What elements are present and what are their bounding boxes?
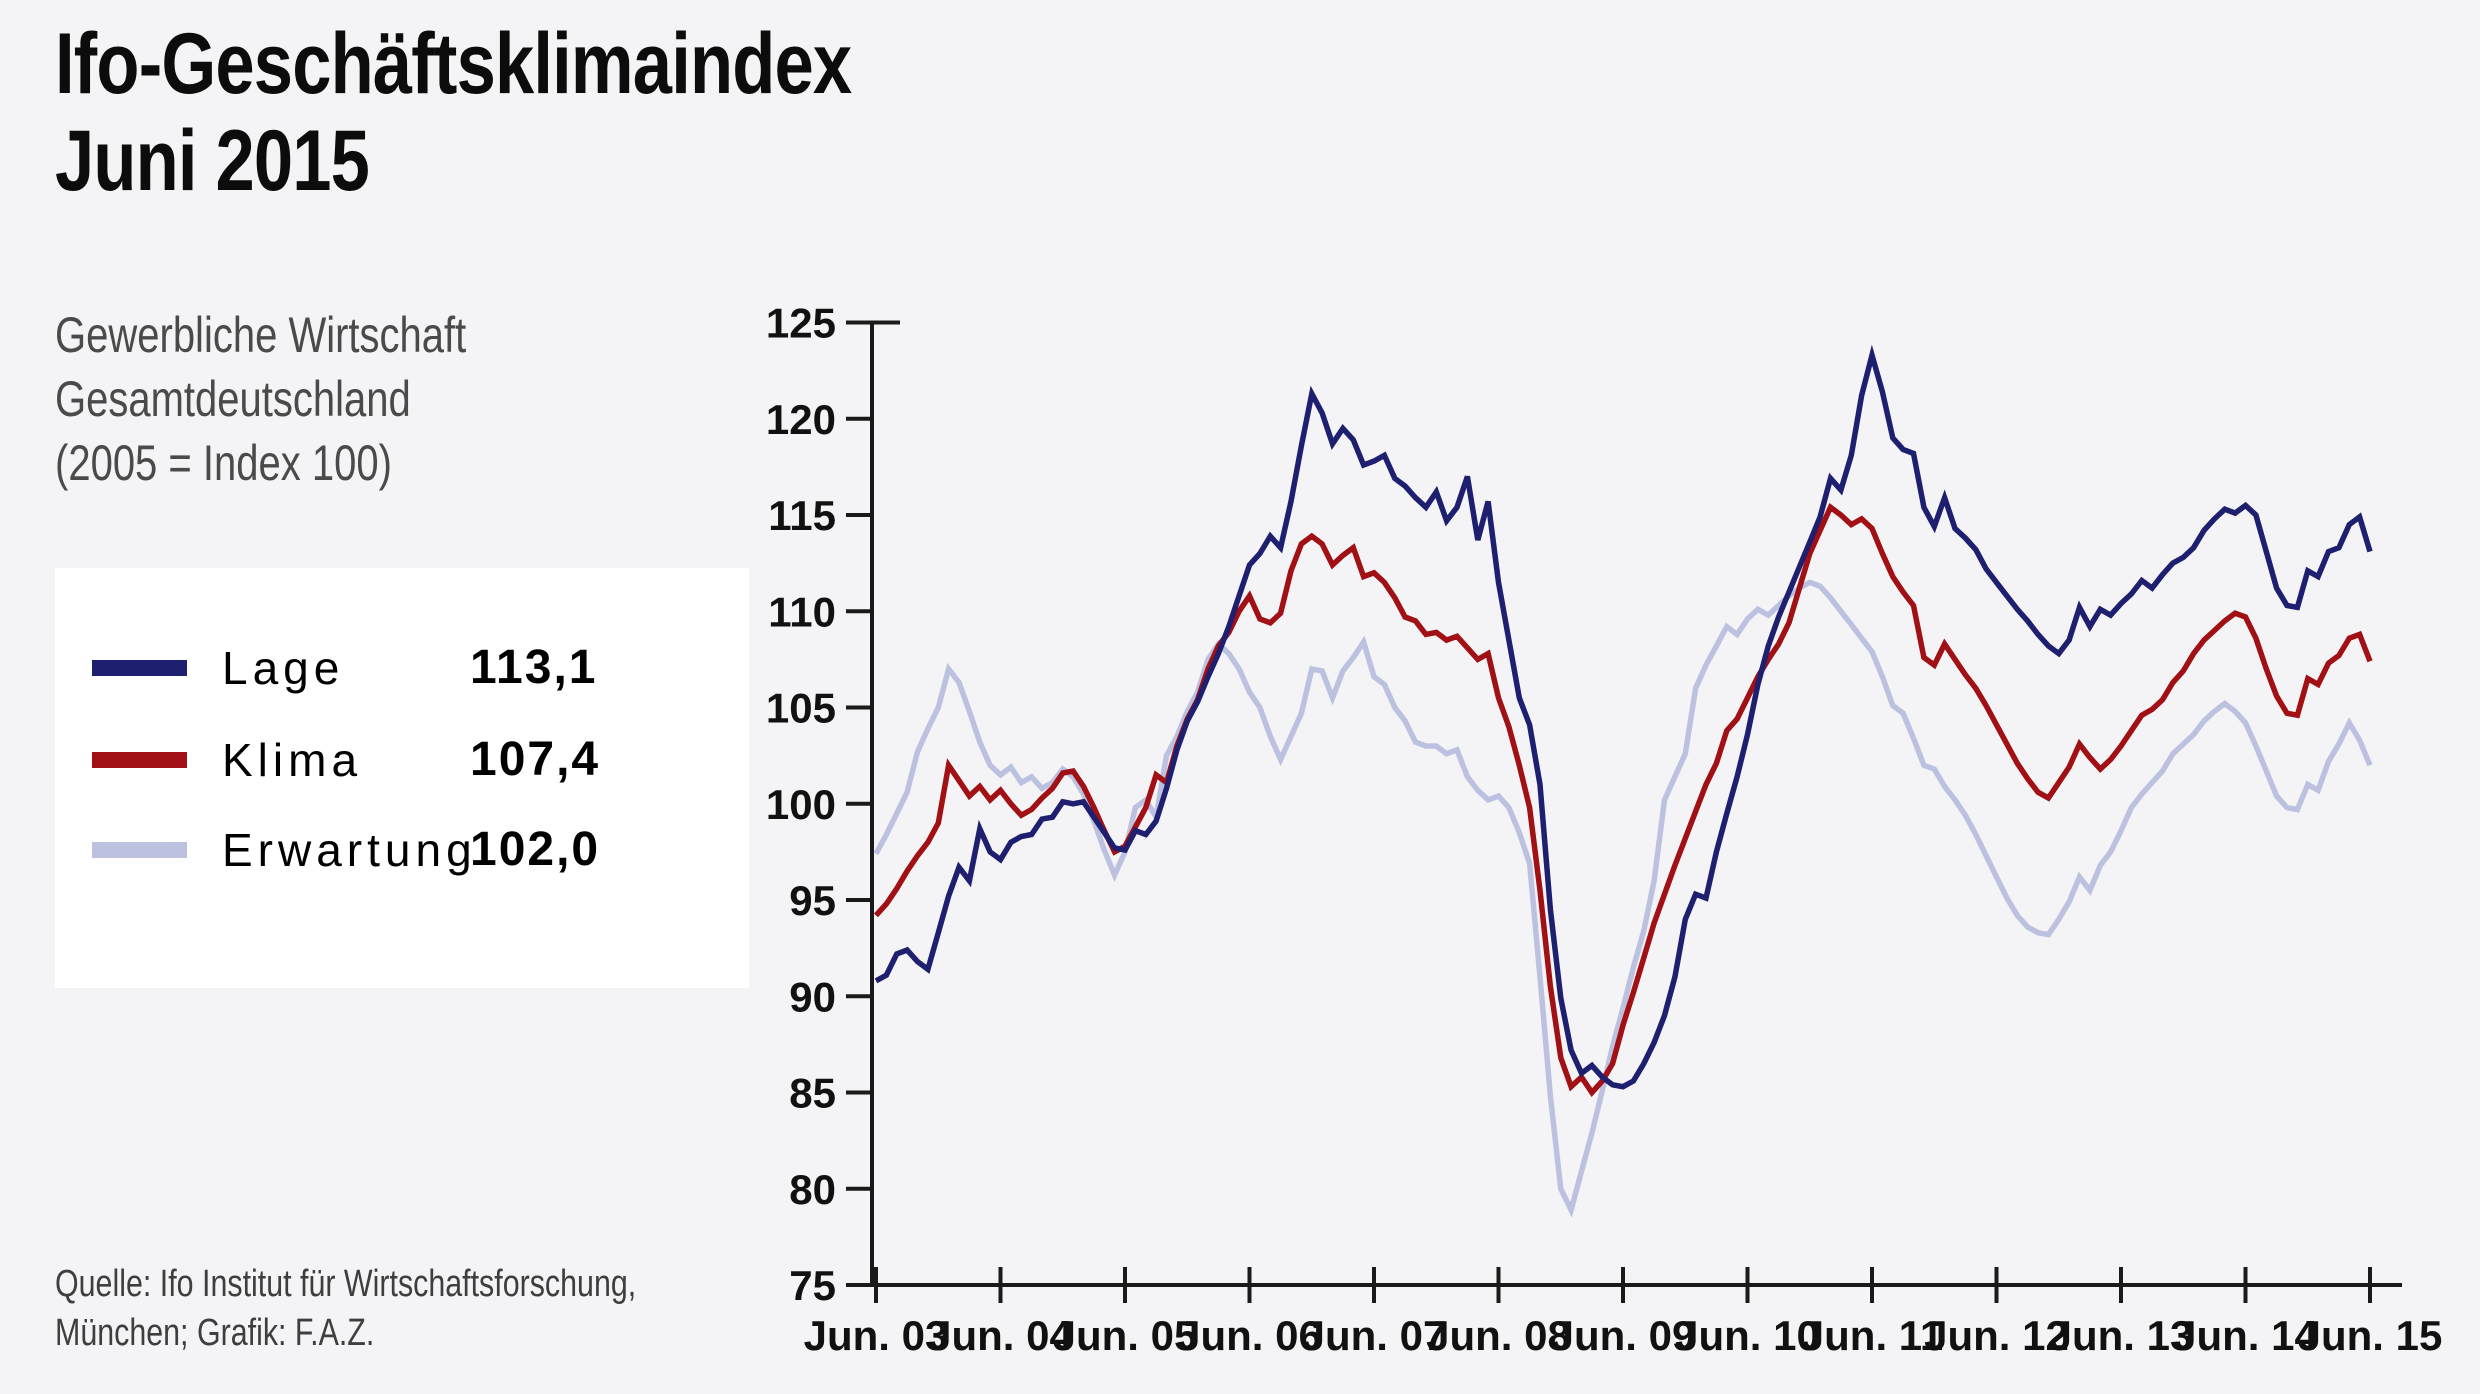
chart-title: Ifo-Geschäftsklimaindex Juni 2015 [55,16,852,210]
x-axis-label: Jun. 13 [2049,1312,2194,1359]
erwartung-line-swatch [92,842,187,858]
x-axis-label: Jun. 05 [1053,1312,1198,1359]
chart-subtitle-line2: Gesamtdeutschland [55,371,411,427]
y-axis-label: 75 [789,1262,836,1309]
legend-value-lage: 113,1 [470,641,598,694]
klima-line-swatch [92,752,187,768]
legend: Lage 113,1 Klima 107,4 Erwartung 102,0 [55,568,749,988]
source-line2: München; Grafik: F.A.Z. [55,1312,375,1354]
x-axis-label: Jun. 12 [1924,1312,2069,1359]
source-line1: Quelle: Ifo Institut für Wirtschaftsfors… [55,1263,637,1305]
y-axis-label: 90 [789,973,836,1020]
legend-label-erwartung: Erwartung [222,824,477,876]
x-axis-label: Jun. 14 [2173,1312,2318,1359]
y-axis-label: 80 [789,1166,836,1213]
y-axis-label: 105 [766,685,836,732]
y-axis-label: 125 [766,300,836,347]
x-axis-label: Jun. 15 [2298,1312,2443,1359]
y-axis-label: 110 [768,588,836,635]
x-axis-label: Jun. 07 [1302,1312,1447,1359]
legend-item-klima: Klima 107,4 [55,730,749,790]
y-axis-label: 120 [766,396,836,443]
x-axis-label: Jun. 09 [1551,1312,1696,1359]
lage-line-swatch [92,660,187,676]
x-axis-label: Jun. 03 [804,1312,949,1359]
legend-value-erwartung: 102,0 [470,823,601,876]
x-axis-label: Jun. 06 [1177,1312,1322,1359]
legend-item-lage: Lage 113,1 [55,638,749,698]
chart-title-line2: Juni 2015 [55,113,370,209]
chart-title-line1: Ifo-Geschäftsklimaindex [55,16,852,112]
y-axis-label: 100 [766,781,836,828]
y-axis-label: 95 [789,877,836,924]
x-axis-label: Jun. 11 [1801,1312,1943,1359]
legend-item-erwartung: Erwartung 102,0 [55,820,749,880]
x-axis-label: Jun. 10 [1675,1312,1820,1359]
legend-value-klima: 107,4 [470,733,601,786]
chart-subtitle: Gewerbliche Wirtschaft Gesamtdeutschland… [55,303,466,495]
source-note: Quelle: Ifo Institut für Wirtschaftsfors… [55,1260,636,1358]
series-line-lage [874,344,2373,1090]
chart-subtitle-line1: Gewerbliche Wirtschaft [55,307,467,363]
x-axis-label: Jun. 08 [1426,1312,1571,1359]
y-axis-label: 115 [768,492,836,539]
legend-label-klima: Klima [222,734,363,786]
chart-subtitle-line3: (2005 = Index 100) [55,435,392,491]
legend-label-lage: Lage [222,642,345,694]
series-line-erwartung [873,579,2373,1218]
x-axis-label: Jun. 04 [928,1312,1073,1359]
y-axis-label: 85 [789,1070,836,1117]
